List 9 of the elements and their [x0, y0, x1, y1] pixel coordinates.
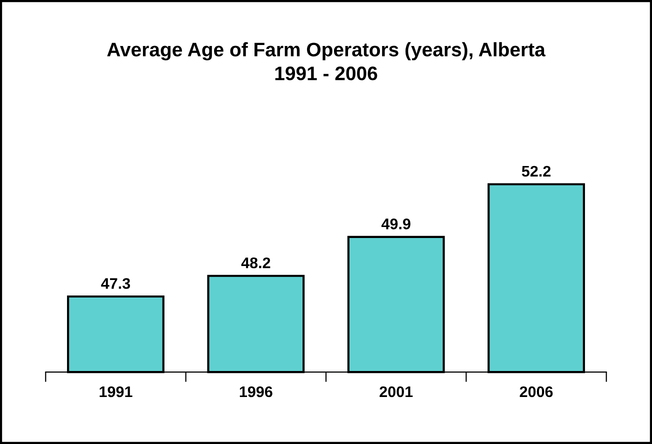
chart-title: Average Age of Farm Operators (years), Alberta 1991 - 2006 [107, 42, 546, 80]
x-tick-label: 1991 [100, 386, 132, 398]
data-label: 48.2 [241, 257, 270, 268]
data-label: 47.3 [101, 278, 130, 289]
data-label: 49.9 [381, 218, 410, 230]
x-tick-label: 1996 [240, 386, 272, 398]
x-tick-label: 2001 [380, 386, 413, 398]
data-label: 52.2 [522, 166, 551, 177]
x-tick-label: 2006 [520, 386, 553, 398]
